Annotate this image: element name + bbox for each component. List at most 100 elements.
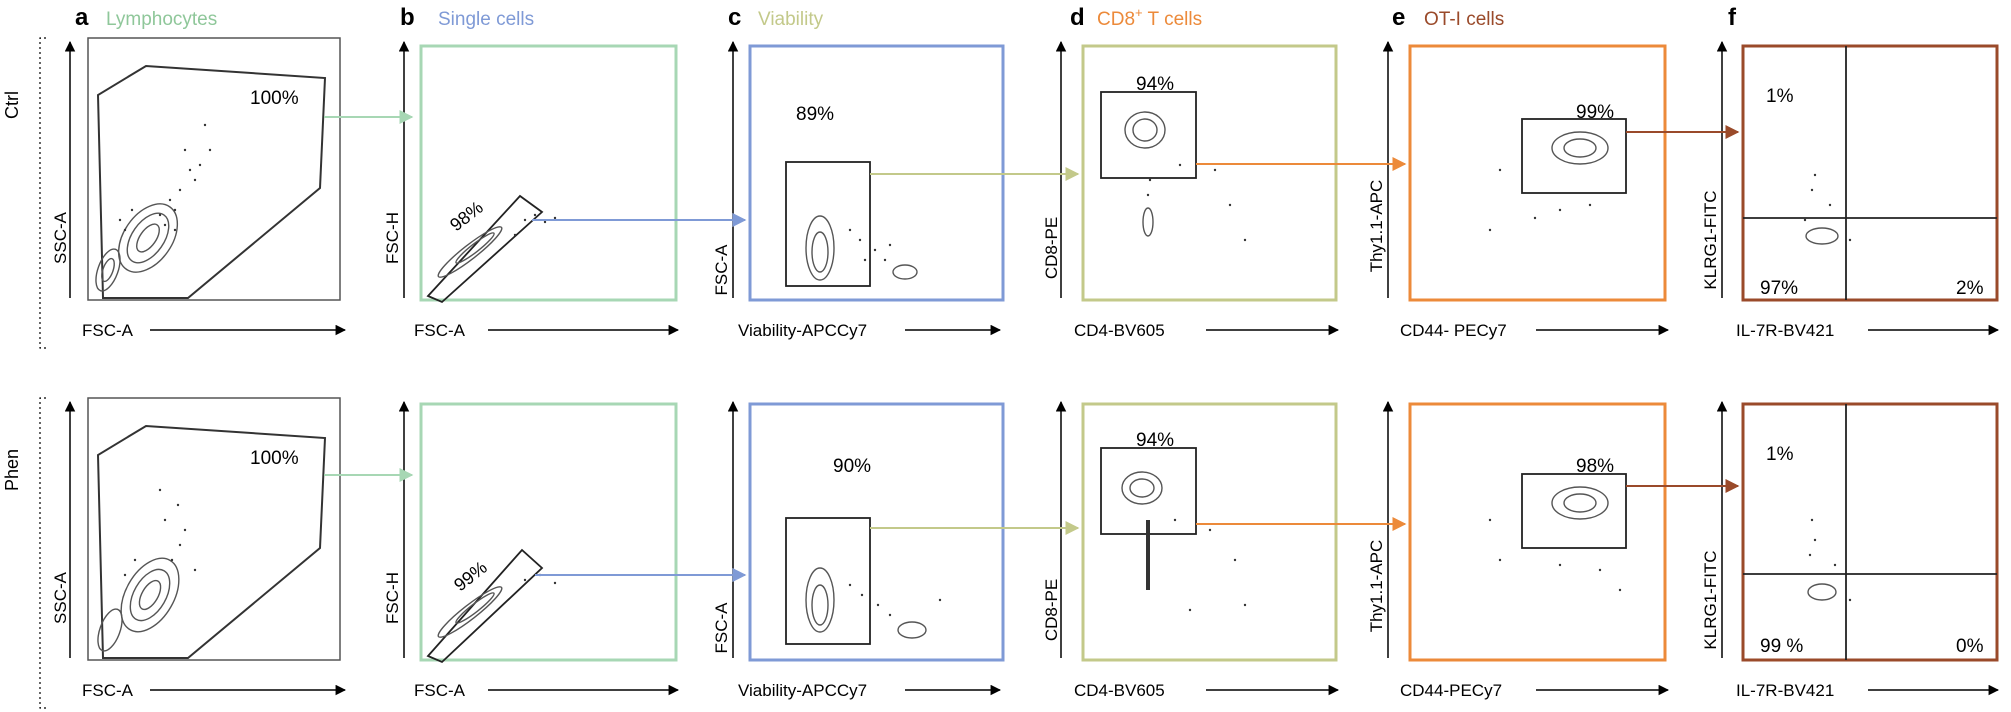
x-axis-label: FSC-A <box>82 321 134 340</box>
x-axis-label: CD44- PECy7 <box>1400 321 1507 340</box>
quadrant-upper-left: 1% <box>1766 444 1794 465</box>
panel-title-c: Viability <box>758 9 824 30</box>
y-axis-label: FSC-H <box>383 572 402 624</box>
gate-percentage: 100% <box>250 448 299 469</box>
gate-percentage: 99% <box>450 557 491 595</box>
plot-d-phen: 94% CD8-PE CD4-BV605 <box>1042 400 1340 700</box>
gate-percentage: 94% <box>1136 430 1174 451</box>
axes: CD8-PE CD4-BV605 <box>1042 400 1340 700</box>
plot-frame <box>748 402 1005 662</box>
gate-percentage: 99% <box>1576 102 1614 123</box>
plot-frame <box>1741 402 1999 662</box>
panel-letter-e: e <box>1392 4 1405 31</box>
singlet-gate <box>426 548 544 664</box>
plot-a-phen: 100% SSC-A FSC-A <box>51 397 347 700</box>
plot-f-ctrl: 1% 97% 2% KLRG1-FITC IL-7R-BV421 <box>1701 40 2000 340</box>
axes: SSC-A FSC-A <box>51 400 347 700</box>
y-axis-label: FSC-A <box>712 244 731 296</box>
gate-percentage: 98% <box>1576 456 1614 477</box>
axes: Thy1.1-APC CD44- PECy7 <box>1367 40 1670 340</box>
quadrant-lower-right: 2% <box>1956 278 1984 299</box>
y-axis-label: Thy1.1-APC <box>1367 540 1386 633</box>
panel-title-a: Lymphocytes <box>106 9 217 30</box>
lymphocyte-gate <box>96 424 327 659</box>
x-axis-label: FSC-A <box>414 321 466 340</box>
row-label-ctrl-group: Ctrl <box>2 37 46 349</box>
x-axis-label: CD44-PECy7 <box>1400 681 1502 700</box>
plot-b-ctrl: 98% FSC-H FSC-A <box>383 40 680 340</box>
plot-e-phen: 98% Thy1.1-APC CD44-PECy7 <box>1367 400 1670 700</box>
ot1-gate <box>1521 473 1627 549</box>
x-axis-label: CD4-BV605 <box>1074 681 1165 700</box>
plot-b-phen: 99% FSC-H FSC-A <box>383 400 680 700</box>
scatter-cloud <box>1803 173 1852 245</box>
scatter-cloud <box>1488 131 1609 232</box>
scatter-cloud <box>1121 471 1247 612</box>
x-axis-label: CD4-BV605 <box>1074 321 1165 340</box>
x-axis-label: FSC-A <box>414 681 466 700</box>
scatter-cloud <box>805 567 942 639</box>
panel-title-d-main: CD8 <box>1097 9 1135 30</box>
quadrant-upper-left: 1% <box>1766 86 1794 107</box>
ot1-gate <box>1521 118 1627 194</box>
gate-percentage: 90% <box>833 456 871 477</box>
plot-frame <box>419 402 678 662</box>
scatter-cloud <box>95 123 212 292</box>
x-axis-label: FSC-A <box>82 681 134 700</box>
panel-letter-b: b <box>400 4 415 31</box>
axes: CD8-PE CD4-BV605 <box>1042 40 1340 340</box>
plot-c-phen: 90% FSC-A Viability-APCCy7 <box>712 400 1005 700</box>
y-axis-label: CD8-PE <box>1042 217 1061 279</box>
gate-percentage: 98% <box>446 197 487 235</box>
axes: FSC-A Viability-APCCy7 <box>712 40 1002 340</box>
y-axis-label: SSC-A <box>51 211 70 264</box>
cd8-gate <box>1100 91 1197 179</box>
gate-arrows-phen <box>324 468 1740 582</box>
y-axis-label: FSC-H <box>383 212 402 264</box>
y-axis-label: KLRG1-FITC <box>1701 190 1720 289</box>
x-axis-label: Viability-APCCy7 <box>738 321 867 340</box>
plot-frame <box>1081 44 1338 302</box>
panel-letter-f: f <box>1728 4 1737 31</box>
panel-title-b: Single cells <box>438 9 534 30</box>
viability-gate <box>785 517 871 645</box>
plot-e-ctrl: 99% Thy1.1-APC CD44- PECy7 <box>1367 40 1670 340</box>
y-axis-label: FSC-A <box>712 602 731 654</box>
axes: FSC-A Viability-APCCy7 <box>712 400 1002 700</box>
row-label-phen-group: Phen <box>2 397 46 709</box>
row-label-phen: Phen <box>2 449 22 491</box>
plot-frame <box>1081 402 1338 662</box>
panel-title-e: OT-I cells <box>1424 9 1504 30</box>
gate-arrows-ctrl <box>324 110 1740 227</box>
axes: KLRG1-FITC IL-7R-BV421 <box>1701 400 2000 700</box>
plot-frame <box>1408 402 1667 662</box>
scatter-cloud <box>1807 518 1852 602</box>
y-axis-label: CD8-PE <box>1042 579 1061 641</box>
y-axis-label: KLRG1-FITC <box>1701 550 1720 649</box>
axes: FSC-H FSC-A <box>383 400 680 700</box>
lymphocyte-gate <box>96 64 327 299</box>
plot-frame <box>1741 44 1999 302</box>
quadrant-lower-left: 97% <box>1760 278 1798 299</box>
panel-title-d: CD8+ T cells <box>1097 5 1202 30</box>
axes: SSC-A FSC-A <box>51 40 347 340</box>
plot-d-ctrl: 94% CD8-PE CD4-BV605 <box>1042 40 1340 340</box>
panel-title-d-sup: + <box>1135 5 1143 20</box>
axes: Thy1.1-APC CD44-PECy7 <box>1367 400 1670 700</box>
gate-percentage: 94% <box>1136 74 1174 95</box>
scatter-cloud <box>437 573 557 638</box>
x-axis-label: IL-7R-BV421 <box>1736 321 1834 340</box>
quadrant-lower-right: 0% <box>1956 636 1984 657</box>
axes: FSC-H FSC-A <box>383 40 680 340</box>
panel-letter-d: d <box>1070 4 1085 31</box>
scatter-cloud <box>1488 486 1622 592</box>
gate-percentage: 100% <box>250 88 299 109</box>
panel-title-d-tail: T cells <box>1143 9 1203 30</box>
y-axis-label: Thy1.1-APC <box>1367 180 1386 273</box>
viability-gate <box>785 161 871 287</box>
plot-c-ctrl: 89% FSC-A Viability-APCCy7 <box>712 40 1005 340</box>
panel-titles: a Lymphocytes b Single cells c Viability… <box>75 4 1737 31</box>
quadrant-lower-left: 99 % <box>1760 636 1803 657</box>
singlet-gate <box>426 194 544 304</box>
